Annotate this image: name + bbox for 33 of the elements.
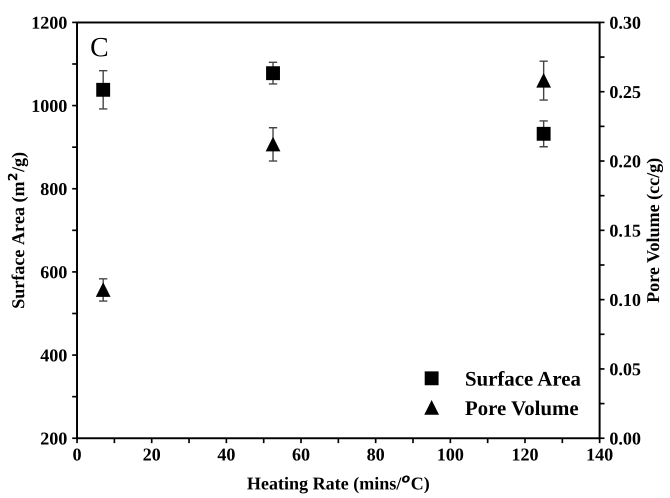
x-tick-label: 40 — [218, 448, 235, 461]
x-tick-label: 0 — [73, 448, 81, 461]
point — [266, 66, 280, 80]
y-axis-title: Surface Area (m$^{2}$/g) — [8, 152, 28, 308]
y2-tick-label: 0.30 — [610, 16, 640, 29]
y-tick-label: 1200 — [32, 16, 67, 29]
point — [266, 137, 280, 152]
y-tick-label: 800 — [40, 183, 67, 196]
y-tick-label: 200 — [41, 432, 67, 445]
legend-label: Surface Area — [466, 370, 581, 386]
point — [536, 74, 551, 88]
y-tick-label: 1000 — [32, 100, 67, 112]
y2-tick-label: 0.25 — [610, 86, 640, 98]
y-tick-label: 600 — [40, 266, 67, 278]
y2-tick-label: 0.20 — [610, 155, 640, 168]
y2-tick-label: 0.15 — [610, 224, 640, 237]
x-tick-label: 100 — [438, 448, 464, 461]
x-axis-title: Heating Rate (mins/$^{o}$C) — [247, 475, 429, 494]
y2-axis-title: Pore Volume (cc/g) — [646, 158, 664, 303]
point — [96, 282, 110, 297]
x-tick-label: 80 — [367, 448, 384, 461]
point — [96, 82, 110, 97]
y-tick-label: 400 — [40, 349, 67, 362]
x-tick-label: 140 — [588, 448, 613, 461]
y2-tick-label: 0.00 — [610, 432, 640, 445]
y2-tick-label: 0.05 — [610, 363, 640, 376]
point — [536, 126, 551, 141]
annotation: C — [91, 38, 108, 57]
y2-tick-label: 0.10 — [610, 294, 640, 306]
x-tick-label: 120 — [512, 448, 538, 461]
x-tick-label: 20 — [143, 448, 160, 461]
legend-label: Pore Volume — [465, 400, 578, 416]
x-tick-label: 60 — [292, 448, 310, 461]
